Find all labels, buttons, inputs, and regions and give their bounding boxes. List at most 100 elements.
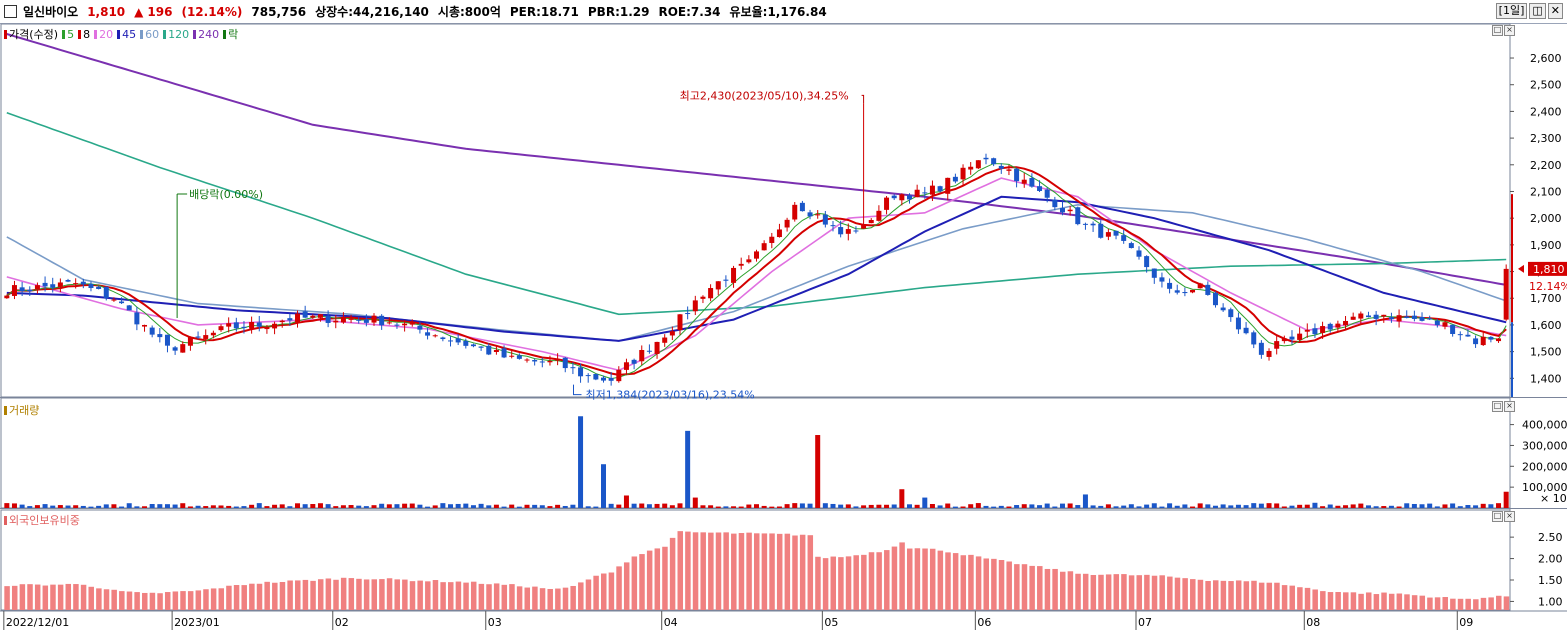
volume-bar [1258,503,1264,508]
high-annotation: 최고2,430(2023/05/10),34.25% [680,89,849,102]
volume-bar [754,504,759,508]
volume-bar [103,504,109,508]
candle-body [493,349,499,353]
candle-body [792,204,798,220]
candle-body [440,337,446,340]
volume-bar [623,495,629,508]
candle-body [547,360,553,363]
price-pane-restore-icon[interactable]: □ [1492,25,1503,36]
foreign-ratio-bar [386,578,393,610]
candle-body [555,358,561,361]
volume-bar [1136,506,1142,508]
foreign-ratio-bar [677,531,684,610]
foreign-ratio-bar [1228,581,1234,610]
foreign-ratio-bar [1312,589,1318,610]
candle-body [646,350,652,352]
volume-bar [914,504,920,508]
volume-bar [1335,505,1341,508]
close-icon[interactable]: ✕ [1547,3,1563,19]
foreign-ratio-bar [187,591,194,610]
volume-bar [1434,506,1440,508]
volume-bar [547,506,553,508]
volume-bar [172,504,178,508]
volume-bar [379,503,385,508]
candle-body [1205,284,1211,295]
foreign-ratio-bar [264,581,270,610]
candle-body [1304,329,1310,332]
foreign-ratio-bar [1427,597,1433,610]
foreign-ratio-bar [738,533,745,610]
foreign-ratio-bar [1190,579,1196,610]
volume-pane-close-icon[interactable]: × [1504,401,1515,412]
period-button[interactable]: [1일] [1495,3,1528,19]
candle-body [164,334,170,346]
candle-body [593,374,599,380]
volume-bar [991,506,997,508]
foreign-ratio-bar [233,585,240,610]
foreign-ratio-bar [333,579,339,610]
volume-bar [761,505,767,508]
foreign-ratio-bar [723,532,729,610]
foreign-ratio-bar [868,552,875,610]
candle-body [1381,314,1387,317]
price-y-tick-label: 1,500 [1530,346,1562,359]
foreign-ratio-bar [685,531,691,610]
foreign-ratio-bar [42,585,49,610]
x-tick-label: 06 [977,616,991,629]
candle-body [409,323,415,325]
foreign-ratio-bar [593,575,599,610]
volume-bar [164,504,170,508]
volume-bar [1396,506,1402,508]
foreign-ratio-bar [1350,592,1357,610]
foreign-ratio-bar [325,578,332,610]
volume-bar [241,506,247,508]
volume-bar [493,504,499,508]
candle-body [233,322,239,329]
foreign-ratio-bar [340,577,347,610]
volume-bar [509,504,515,508]
candle-body [1075,207,1081,225]
volume-bar [1465,505,1471,508]
candle-body [891,195,897,199]
candle-body [983,157,989,160]
candle-body [578,367,584,377]
volume-bar [524,504,530,508]
volume-bar [317,503,323,508]
volume-bar [187,506,193,508]
volume-bar [1029,504,1035,508]
volume-bar [1488,504,1494,508]
foreign-pane-close-icon[interactable]: × [1504,511,1515,522]
foreign-ratio-bar [1411,595,1418,610]
candle-body [991,158,997,165]
volume-bar [1075,505,1081,508]
volume-bar [27,506,33,508]
select-checkbox[interactable] [4,5,17,18]
foreign-ratio-bar [555,588,561,610]
volume-bar [96,505,102,508]
candle-body [1098,223,1104,238]
volume-bar [409,503,415,508]
foreign-ratio-bar [746,532,752,610]
candle-body [830,225,836,227]
candle-body [1404,316,1410,319]
foreign-ratio-bar [623,562,630,610]
foreign-ratio-bar [409,581,416,610]
candle-body [1373,314,1379,319]
price-pane-close-icon[interactable]: × [1504,25,1515,36]
candle-body [65,280,71,282]
volume-bar [1251,503,1257,508]
foreign-ratio-bar [601,573,607,610]
restore-icon[interactable]: ◫ [1529,3,1546,19]
foreign-ratio-bar [57,584,64,610]
volume-bar [570,504,576,508]
foreign-y-tick-label: 1.00 [1538,595,1563,608]
volume-pane-restore-icon[interactable]: □ [1492,401,1503,412]
foreign-ratio-bar [1281,585,1288,610]
candle-body [356,319,362,321]
price-y-tick-label: 1,400 [1530,372,1562,385]
foreign-pane-restore-icon[interactable]: □ [1492,511,1503,522]
volume-bar [578,416,584,508]
volume-bar [807,503,813,508]
foreign-ratio-bar [149,592,156,610]
